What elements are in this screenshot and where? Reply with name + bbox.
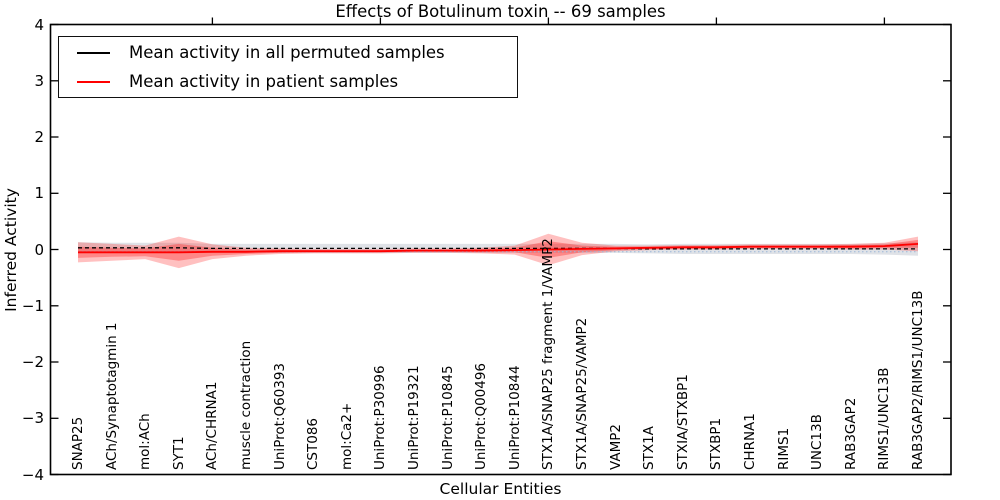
legend-box: Mean activity in all permuted samples Me… (58, 36, 518, 98)
legend-label: Mean activity in all permuted samples (129, 43, 445, 62)
y-tick-label: 3 (34, 71, 44, 90)
legend-item-patient: Mean activity in patient samples (59, 67, 517, 96)
x-tick-label: STX1A (641, 426, 658, 470)
x-tick-label: STXBP1 (708, 417, 725, 470)
y-tick-label: 4 (34, 15, 44, 34)
x-tick-label: STX1A/SNAP25 fragment 1/VAMP2 (540, 238, 557, 470)
y-tick-label: −4 (21, 465, 44, 484)
y-tick-label: 0 (34, 240, 44, 259)
x-tick-label: VAMP2 (607, 424, 624, 470)
series-line-1 (78, 243, 919, 254)
x-tick-label: RIMS1/UNC13B (876, 367, 893, 470)
x-tick-label: UniProt:Q00496 (473, 362, 490, 470)
x-tick-label: RAB3GAP2 (842, 397, 859, 470)
x-tick-label: SNAP25 (70, 416, 86, 470)
x-tick-label: ACh/CHRNA1 (204, 381, 221, 470)
x-tick-label: CHRNA1 (742, 413, 758, 470)
chart-title: Effects of Botulinum toxin -- 69 samples (335, 2, 666, 21)
red-line-sample (77, 80, 110, 83)
x-tick-label: muscle contraction (238, 340, 254, 470)
y-tick-label: 2 (34, 128, 44, 146)
x-tick-label: UniProt:Q60393 (271, 362, 288, 470)
x-tick-label: UniProt:P19321 (406, 365, 422, 470)
x-tick-label: STXIA/STXBP1 (674, 374, 691, 470)
x-axis-label: Cellular Entities (439, 480, 562, 498)
x-tick-label: UniProt:P30996 (372, 365, 389, 470)
x-tick-label: UniProt:P10845 (439, 365, 456, 470)
black-line-sample (77, 51, 110, 54)
legend-item-permuted: Mean activity in all permuted samples (59, 38, 517, 67)
x-tick-label: UniProt:P10844 (506, 365, 523, 470)
x-tick-label: CST086 (305, 417, 322, 470)
y-tick-label: 1 (34, 184, 44, 203)
x-tick-label: mol:Ca2+ (338, 402, 355, 470)
x-tick-label: UNC13B (809, 414, 826, 470)
y-tick-label: −1 (21, 296, 44, 315)
legend-label: Mean activity in patient samples (129, 72, 399, 91)
y-tick-label: −2 (21, 353, 44, 371)
x-tick-label: SYT1 (170, 436, 187, 470)
y-tick-label: −3 (21, 409, 44, 428)
x-tick-label: RIMS1 (775, 427, 792, 470)
x-tick-label: STX1A/SNAP25/VAMP2 (574, 317, 590, 470)
x-tick-label: ACh/Synaptotagmin 1 (103, 322, 120, 470)
x-tick-label: RAB3GAP2/RIMS1/UNC13B (910, 290, 926, 470)
series-line-0 (78, 247, 918, 250)
x-tick-label: mol:ACh (137, 413, 154, 470)
